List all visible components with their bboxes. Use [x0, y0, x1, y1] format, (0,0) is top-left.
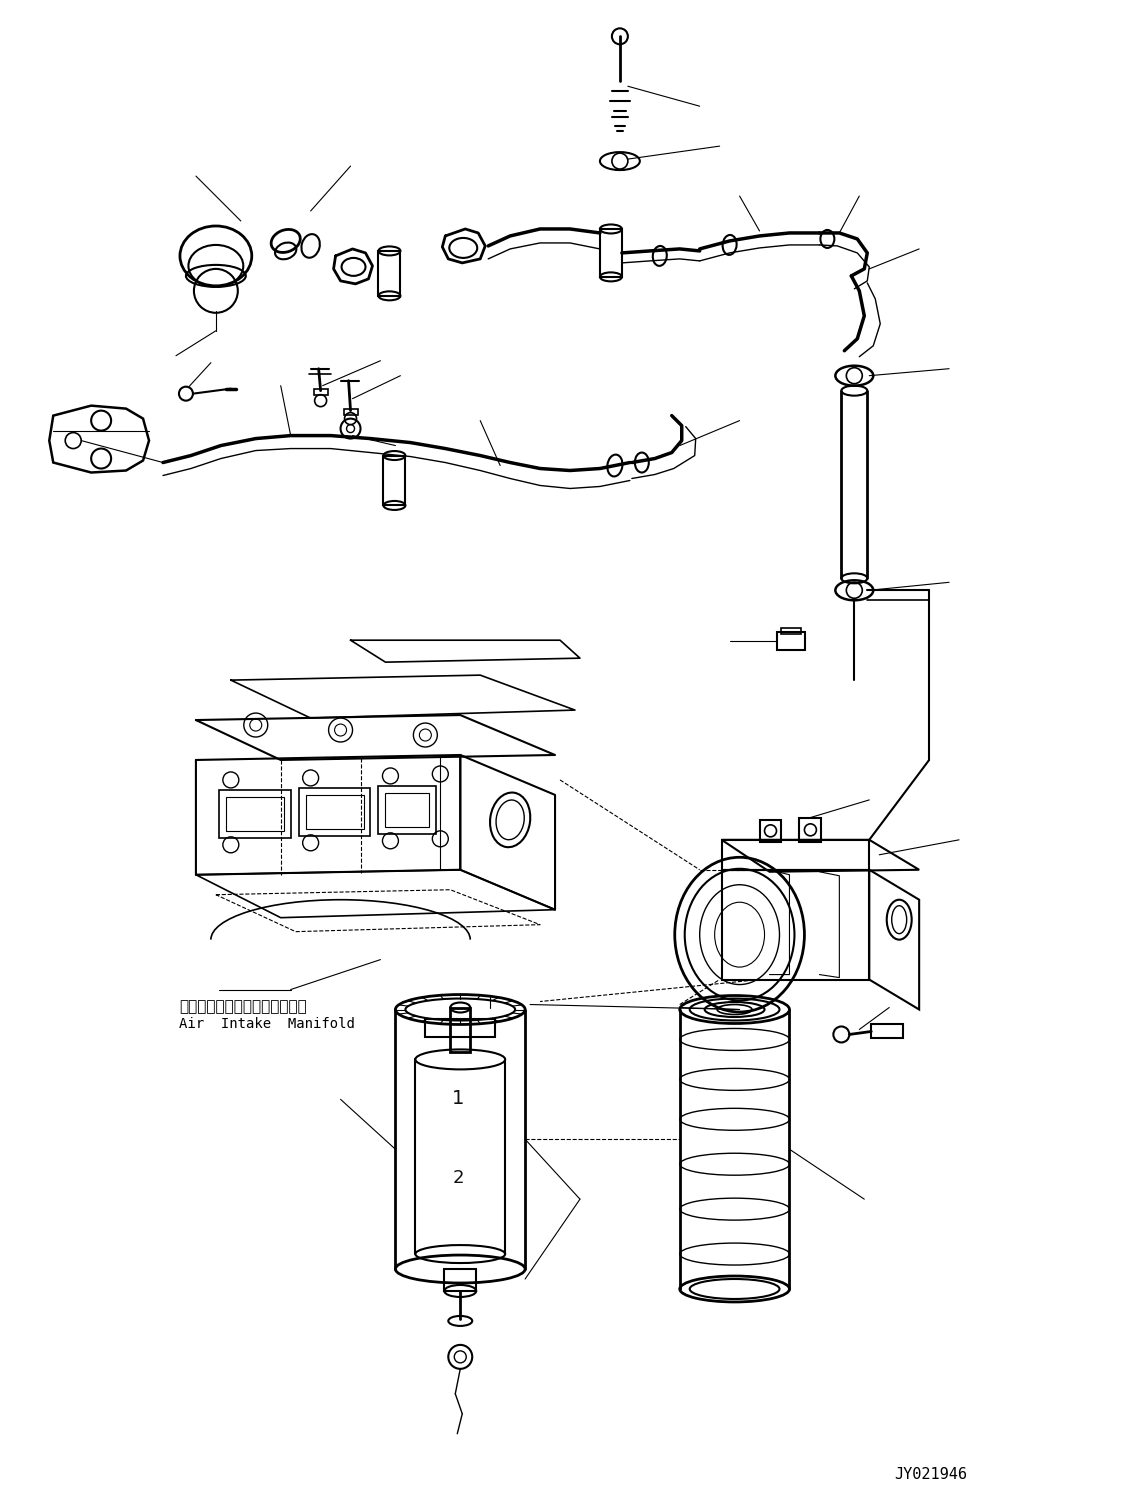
Bar — [450, 1007, 470, 1052]
Text: 2: 2 — [453, 1170, 464, 1188]
Bar — [218, 789, 290, 839]
Text: 1: 1 — [453, 1089, 465, 1109]
Text: エアーインテークマニホールド: エアーインテークマニホールド — [179, 1000, 306, 1015]
Text: JY021946: JY021946 — [894, 1467, 967, 1482]
Bar — [425, 1019, 495, 1037]
Bar — [760, 821, 782, 841]
Bar — [313, 389, 328, 395]
Bar — [378, 786, 437, 834]
Bar — [600, 228, 622, 278]
Bar — [344, 409, 358, 415]
Bar — [871, 1025, 903, 1038]
Bar — [799, 818, 822, 841]
Bar — [782, 628, 801, 634]
Bar — [777, 633, 806, 651]
Bar — [226, 797, 283, 831]
Text: Air  Intake  Manifold: Air Intake Manifold — [179, 1018, 354, 1031]
Bar — [385, 792, 430, 827]
Bar — [383, 455, 406, 506]
Bar — [445, 1270, 477, 1291]
Bar — [378, 251, 400, 295]
Bar — [305, 795, 363, 830]
Bar — [298, 788, 370, 836]
